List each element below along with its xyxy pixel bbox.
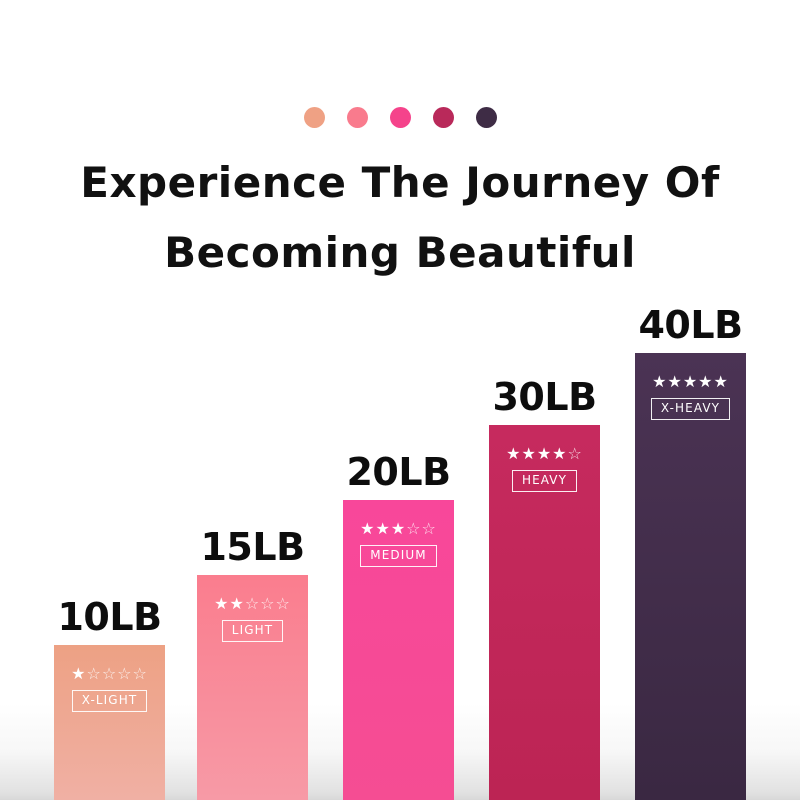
star-filled-icon: ★	[360, 519, 376, 538]
resistance-level-badge: LIGHT	[221, 620, 284, 642]
page-title: Experience The Journey Of Becoming Beaut…	[0, 148, 800, 288]
star-filled-icon: ★	[536, 444, 553, 463]
star-filled-icon: ★	[390, 519, 407, 538]
dot-x-light-icon	[303, 107, 325, 128]
star-empty-icon: ☆	[244, 594, 261, 613]
bar-rect: ★★★★☆ HEAVY	[489, 425, 600, 800]
star-filled-icon: ★	[214, 594, 230, 613]
star-empty-icon: ☆	[275, 594, 291, 613]
resistance-level-badge: MEDIUM	[360, 545, 437, 567]
star-filled-icon: ★	[521, 444, 537, 463]
star-empty-icon: ☆	[86, 664, 102, 683]
star-rating-icon: ★★☆☆☆	[197, 595, 308, 613]
bar-group-20lb[interactable]: 20LB ★★★☆☆ MEDIUM	[343, 450, 454, 800]
dot-x-heavy-icon	[475, 107, 497, 128]
star-filled-icon: ★	[698, 372, 714, 391]
resistance-level-badge: HEAVY	[511, 470, 578, 492]
star-filled-icon: ★	[506, 444, 522, 463]
bar-group-10lb[interactable]: 10LB ★☆☆☆☆ X-LIGHT	[54, 595, 165, 800]
star-filled-icon: ★	[667, 372, 683, 391]
bar-group-40lb[interactable]: 40LB ★★★★★ X-HEAVY	[635, 303, 746, 800]
bar-value-label: 15LB	[200, 525, 305, 569]
bar-badge-group: ★★☆☆☆ LIGHT	[197, 595, 308, 642]
bar-rect: ★★☆☆☆ LIGHT	[197, 575, 308, 800]
page-title-line-1: Experience The Journey Of	[80, 158, 720, 207]
star-filled-icon: ★	[229, 594, 245, 613]
star-empty-icon: ☆	[406, 519, 422, 538]
star-empty-icon: ☆	[132, 664, 148, 683]
star-rating-icon: ★★★★★	[635, 373, 746, 391]
star-filled-icon: ★	[375, 519, 391, 538]
bar-group-30lb[interactable]: 30LB ★★★★☆ HEAVY	[489, 375, 600, 800]
star-filled-icon: ★	[71, 664, 87, 683]
star-filled-icon: ★	[713, 372, 729, 391]
bar-badge-group: ★★★★★ X-HEAVY	[635, 373, 746, 420]
color-swatch-dots	[0, 107, 800, 128]
star-filled-icon: ★	[682, 372, 699, 391]
star-rating-icon: ★★★☆☆	[343, 520, 454, 538]
dot-light-icon	[346, 107, 368, 128]
bar-value-label: 40LB	[638, 303, 743, 347]
resistance-level-badge: X-LIGHT	[71, 690, 148, 712]
bar-badge-group: ★★★★☆ HEAVY	[489, 445, 600, 492]
dot-heavy-icon	[432, 107, 454, 128]
star-rating-icon: ★☆☆☆☆	[54, 665, 165, 683]
star-empty-icon: ☆	[117, 664, 133, 683]
bar-value-label: 30LB	[492, 375, 597, 419]
star-rating-icon: ★★★★☆	[489, 445, 600, 463]
bar-value-label: 10LB	[57, 595, 162, 639]
star-empty-icon: ☆	[567, 444, 583, 463]
bar-badge-group: ★☆☆☆☆ X-LIGHT	[54, 665, 165, 712]
bar-badge-group: ★★★☆☆ MEDIUM	[343, 520, 454, 567]
bar-value-label: 20LB	[346, 450, 451, 494]
bar-rect: ★★★☆☆ MEDIUM	[343, 500, 454, 800]
resistance-level-badge: X-HEAVY	[650, 398, 731, 420]
star-filled-icon: ★	[652, 372, 668, 391]
bar-group-15lb[interactable]: 15LB ★★☆☆☆ LIGHT	[197, 525, 308, 800]
dot-medium-icon	[389, 107, 411, 128]
page-title-line-2: Becoming Beautiful	[164, 228, 636, 277]
bar-rect: ★☆☆☆☆ X-LIGHT	[54, 645, 165, 800]
star-empty-icon: ☆	[260, 594, 276, 613]
bar-rect: ★★★★★ X-HEAVY	[635, 353, 746, 800]
star-empty-icon: ☆	[421, 519, 437, 538]
star-empty-icon: ☆	[101, 664, 118, 683]
star-filled-icon: ★	[552, 444, 568, 463]
